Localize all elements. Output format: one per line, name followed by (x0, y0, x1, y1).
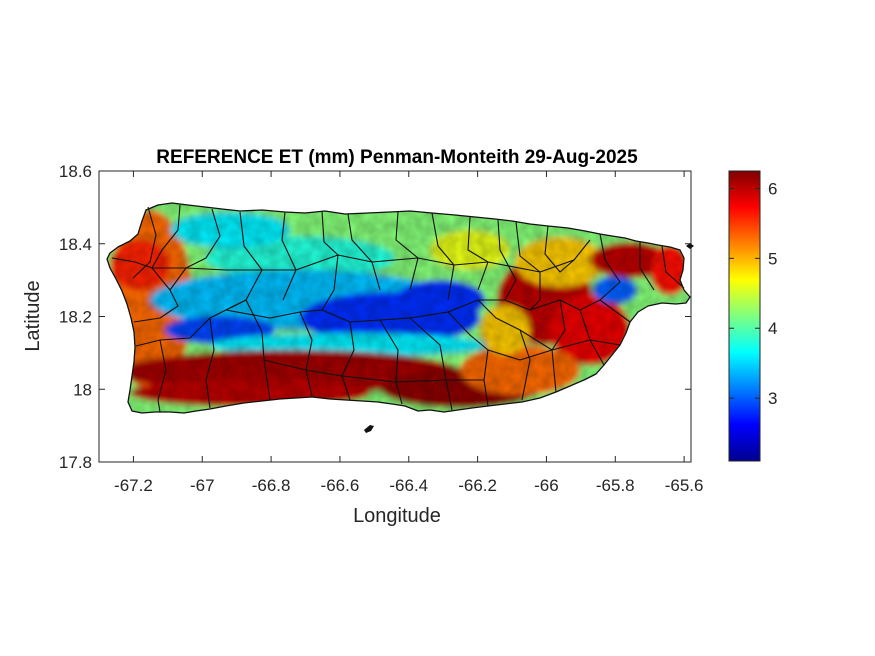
x-tick-label: -66.2 (458, 476, 497, 495)
x-tick-label: -65.8 (596, 476, 635, 495)
municipality-boundary-26 (379, 319, 403, 405)
y-tick-label: 18.2 (59, 308, 92, 327)
municipality-boundary-10 (467, 216, 489, 291)
y-axis-label: Latitude (22, 280, 44, 351)
municipality-boundary-7 (347, 213, 381, 291)
municipality-boundary-34 (599, 299, 631, 323)
municipality-boundary-9 (431, 212, 455, 301)
municipality-boundary-13 (544, 225, 591, 273)
y-axis: 17.8 18 18.2 18.4 18.6 (59, 162, 691, 472)
municipality-boundary-16 (661, 245, 685, 289)
municipality-boundary-19 (135, 299, 247, 347)
x-tick-label: -67.2 (114, 476, 153, 495)
municipality-boundary-11 (497, 219, 517, 301)
x-tick-label: -66 (534, 476, 559, 495)
municipality-boundary-31 (529, 272, 541, 311)
y-tick-label: 18.4 (59, 235, 92, 254)
y-tick-label: 18.6 (59, 162, 92, 181)
culebrita-islet (686, 243, 694, 249)
x-tick-label: -66.8 (252, 476, 291, 495)
chart-title: REFERENCE ET (mm) Penman-Monteith 29-Aug… (156, 147, 638, 168)
x-tick-label: -65.6 (665, 476, 704, 495)
municipality-boundary-1 (132, 206, 157, 279)
municipality-boundary-8 (395, 211, 419, 291)
colorbar-axis: 3 4 5 6 (729, 179, 777, 408)
municipality-boundary-12 (515, 221, 541, 273)
municipality-boundary-24 (299, 311, 313, 397)
x-axis: -67.2 -67 -66.8 -66.6 -66.4 -66.2 -66 -65.8 -65.… (114, 171, 703, 495)
x-axis-label: Longitude (353, 505, 441, 527)
island-outline (106, 202, 691, 414)
colorbar-tick-label: 5 (768, 249, 777, 268)
colorbar-tick-label: 3 (768, 389, 777, 408)
municipality-boundary-5 (281, 211, 297, 301)
municipality-boundary-35 (519, 329, 621, 351)
municipality-boundary-25 (341, 321, 355, 401)
municipality-boundary-22 (245, 299, 271, 401)
x-tick-label: -66.6 (321, 476, 360, 495)
colorbar-tick-label: 4 (768, 319, 777, 338)
municipality-boundary-27 (409, 317, 453, 411)
municipality-boundary-17 (111, 257, 179, 323)
y-tick-label: 18 (73, 380, 92, 399)
municipality-boundary-37 (263, 359, 484, 383)
municipality-boundary-21 (205, 317, 215, 409)
y-tick-label: 17.8 (59, 453, 92, 472)
colorbar (728, 170, 761, 462)
x-tick-label: -66.4 (389, 476, 428, 495)
municipality-boundary-30 (504, 281, 621, 311)
caja-de-muertos-islet (364, 425, 374, 433)
municipality-boundary-36 (487, 349, 553, 361)
municipality-boundaries (111, 204, 685, 413)
municipality-boundary-14 (599, 233, 621, 283)
municipality-boundary-23 (225, 299, 505, 323)
colorbar-tick-label: 6 (768, 179, 777, 198)
municipality-boundary-18 (152, 254, 575, 273)
municipality-boundary-2 (151, 204, 181, 269)
municipality-boundary-32 (551, 299, 566, 393)
municipality-boundary-20 (157, 339, 167, 413)
municipality-boundary-15 (639, 242, 655, 291)
municipality-boundary-3 (169, 208, 221, 291)
x-tick-label: -67 (190, 476, 215, 495)
